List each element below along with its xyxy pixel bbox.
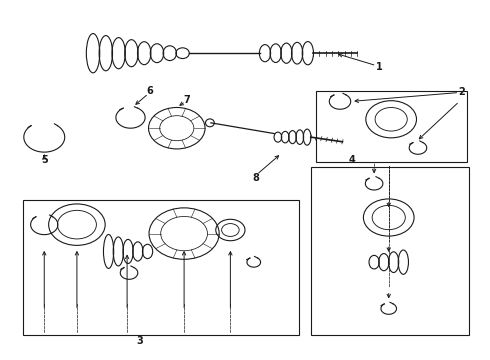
Text: 6: 6 xyxy=(147,86,153,96)
Text: 8: 8 xyxy=(252,173,259,183)
Text: 2: 2 xyxy=(459,87,465,98)
Text: 7: 7 xyxy=(183,95,190,105)
Bar xyxy=(316,91,466,162)
Bar xyxy=(311,167,469,336)
Bar xyxy=(24,200,298,336)
Text: 1: 1 xyxy=(376,63,382,72)
Text: 3: 3 xyxy=(137,337,144,346)
Text: 5: 5 xyxy=(41,156,48,165)
Text: 4: 4 xyxy=(349,156,356,165)
